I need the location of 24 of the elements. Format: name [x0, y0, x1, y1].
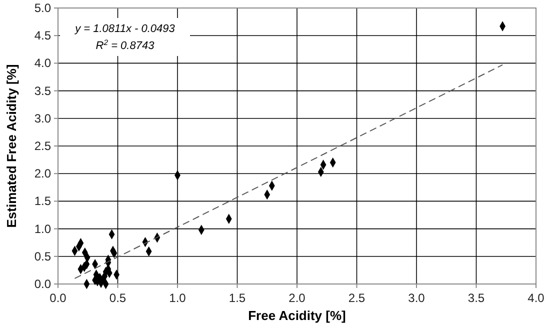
y-tick-label: 4.0 — [34, 56, 52, 70]
y-tick-label: 2.0 — [34, 166, 52, 181]
y-tick-label: 1.0 — [34, 222, 52, 236]
y-tick-label: 1.5 — [34, 194, 52, 208]
y-tick-label: 4.5 — [34, 28, 52, 43]
y-tick-label: 5.0 — [34, 1, 52, 15]
y-tick-label: 0.0 — [34, 277, 52, 291]
x-tick-label: 2.5 — [348, 291, 366, 305]
annotation: R$^{2}$ = 0.8743 — [96, 38, 156, 52]
x-tick-label: 1.5 — [228, 291, 246, 305]
x-tick-label: 3.0 — [408, 291, 426, 305]
y-tick-label: 0.5 — [34, 249, 52, 264]
x-tick-label: 4.0 — [528, 291, 545, 305]
x-tick-label: 3.5 — [468, 291, 485, 305]
x-tick-label: 2.0 — [288, 291, 306, 305]
y-axis-title: Estimated Free Acidity [%] — [4, 64, 19, 228]
x-tick-label: 0.5 — [109, 291, 126, 305]
x-tick-label: 1.0 — [169, 291, 186, 305]
y-tick-label: 2.5 — [34, 139, 52, 153]
x-axis-title: Free Acidity [%] — [248, 308, 346, 323]
annotation: y = 1.0811x - 0.0493 — [74, 23, 176, 35]
y-tick-label: 3.0 — [34, 111, 52, 126]
y-tick-label: 3.5 — [34, 84, 52, 98]
x-tick-label: 0.0 — [50, 291, 67, 305]
